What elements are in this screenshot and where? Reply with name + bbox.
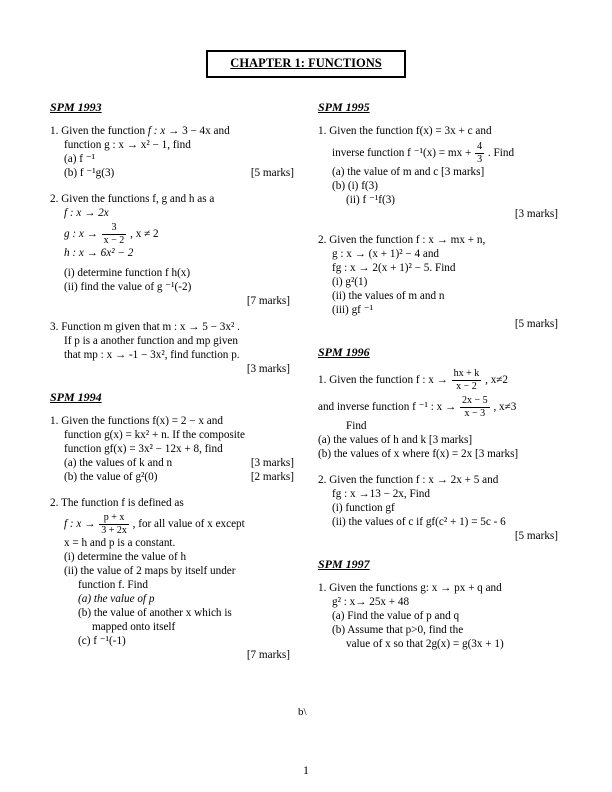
q1997-1: 1. Given the functions g: x → px + q and… — [318, 581, 562, 651]
text: 3. Function m given that m : x → 5 − 3x²… — [50, 320, 294, 334]
text: (i) determine the value of h — [50, 550, 294, 564]
text: (i) function gf — [318, 501, 562, 515]
fraction: 43 — [475, 142, 484, 165]
year-1994: SPM 1994 — [50, 390, 294, 405]
page-number: 1 — [0, 763, 612, 778]
marks: [7 marks] — [50, 648, 294, 662]
text: f : x → — [148, 125, 182, 137]
text: function g : x → x² − 1, find — [50, 138, 294, 152]
q1993-3: 3. Function m given that m : x → 5 − 3x²… — [50, 320, 294, 376]
text: If p is a another function and mp given — [50, 334, 294, 348]
text: 1. Given the function — [50, 125, 148, 137]
text: (a) the value of p — [78, 593, 154, 605]
text: Find — [318, 419, 562, 433]
q1996-1: 1. Given the function f : x → hx + kx − … — [318, 369, 562, 461]
text: , x ≠ 2 — [127, 228, 158, 240]
text: (b) f ⁻¹g(3) — [64, 166, 114, 180]
text: f : x → 2x — [64, 207, 109, 219]
fraction: 3x − 2 — [102, 223, 127, 246]
text: that mp : x → -1 − 3x², find function p. — [50, 348, 294, 362]
text: g : x → (x + 1)² − 4 and — [318, 247, 562, 261]
text: f : x → — [64, 518, 98, 530]
text: (b) (i) f(3) — [318, 179, 562, 193]
fraction: p + x3 + 2x — [99, 513, 129, 536]
text: (ii) the value of 2 maps by itself under — [50, 564, 294, 578]
text: g : x → — [64, 228, 101, 240]
text: g² : x→ 25x + 48 — [318, 595, 562, 609]
marks: [5 marks] — [318, 529, 562, 543]
q1994-1: 1. Given the functions f(x) = 2 − x and … — [50, 414, 294, 484]
q1993-1: 1. Given the function f : x → 3 − 4x and… — [50, 124, 294, 180]
text: fg : x →13 − 2x, Find — [318, 487, 562, 501]
text: (a) the values of k and n — [64, 456, 172, 470]
left-column: SPM 1993 1. Given the function f : x → 3… — [50, 100, 294, 674]
q1996-2: 2. Given the function f : x → 2x + 5 and… — [318, 473, 562, 543]
marks: [3 marks] — [251, 456, 294, 470]
text: . Find — [485, 147, 514, 159]
text: (a) f ⁻¹ — [50, 152, 294, 166]
text: (ii) find the value of g ⁻¹(-2) — [50, 280, 294, 294]
text: (a) Find the value of p and q — [318, 609, 562, 623]
year-1996: SPM 1996 — [318, 345, 562, 360]
year-1995: SPM 1995 — [318, 100, 562, 115]
text: 2. The function f is defined as — [50, 496, 294, 510]
marks: [7 marks] — [50, 294, 294, 308]
marks: [2 marks] — [251, 470, 294, 484]
marks: [5 marks] — [251, 166, 294, 180]
text: (b) Assume that p>0, find the — [318, 623, 562, 637]
text: and — [211, 125, 230, 137]
text: (b) the value of another x which is — [50, 606, 294, 620]
text: (b) the value of g²(0) — [64, 470, 157, 484]
text: function f. Find — [50, 578, 294, 592]
content-columns: SPM 1993 1. Given the function f : x → 3… — [50, 100, 562, 674]
text: 1. Given the function f(x) = 3x + c and — [318, 124, 562, 138]
text: (ii) f ⁻¹f(3) — [318, 193, 562, 207]
fraction: hx + kx − 2 — [452, 369, 482, 392]
marks: [5 marks] — [318, 317, 562, 331]
text: 2. Given the function f : x → 2x + 5 and — [318, 473, 562, 487]
year-1993: SPM 1993 — [50, 100, 294, 115]
text: , x≠3 — [491, 401, 517, 413]
text: function g(x) = kx² + n. If the composit… — [50, 428, 294, 442]
text: , x≠2 — [482, 374, 508, 386]
right-column: SPM 1995 1. Given the function f(x) = 3x… — [318, 100, 562, 674]
text: (i) g²(1) — [318, 275, 562, 289]
text: 2. Given the function f : x → mx + n, — [318, 233, 562, 247]
fraction: 2x − 5x − 3 — [460, 396, 490, 419]
text: (b) the values of x where f(x) = 2x [3 m… — [318, 447, 562, 461]
q1993-2: 2. Given the functions f, g and h as a f… — [50, 192, 294, 308]
q1995-2: 2. Given the function f : x → mx + n, g … — [318, 233, 562, 331]
text: 1. Given the functions f(x) = 2 − x and — [50, 414, 294, 428]
text: (iii) gf ⁻¹ — [318, 303, 562, 317]
text: inverse function f ⁻¹(x) = mx + — [332, 147, 474, 159]
text: (i) determine function f h(x) — [50, 266, 294, 280]
text: , for all value of x except — [130, 518, 245, 530]
text: mapped onto itself — [50, 620, 294, 634]
q1994-2: 2. The function f is defined as f : x → … — [50, 496, 294, 662]
text: 1. Given the function f : x → — [318, 374, 451, 386]
text: (a) the values of h and k [3 marks] — [318, 433, 562, 447]
text: 3 − 4x — [182, 125, 211, 137]
text: (c) f ⁻¹(-1) — [50, 634, 294, 648]
text: 2. Given the functions f, g and h as a — [50, 192, 294, 206]
text: (a) the value of m and c [3 marks] — [318, 165, 562, 179]
text: x = h and p is a constant. — [50, 536, 294, 550]
text: 1. Given the functions g: x → px + q and — [318, 581, 562, 595]
text: h : x → 6x² − 2 — [64, 247, 133, 259]
text: and inverse function f ⁻¹ : x → — [318, 401, 459, 413]
text: fg : x → 2(x + 1)² − 5. Find — [318, 261, 562, 275]
marks: [3 marks] — [50, 362, 294, 376]
stray-char: b\ — [298, 706, 307, 720]
text: (ii) the values of c if gf(c² + 1) = 5c … — [318, 515, 562, 529]
q1995-1: 1. Given the function f(x) = 3x + c and … — [318, 124, 562, 221]
text: (ii) the values of m and n — [318, 289, 562, 303]
chapter-title: CHAPTER 1: FUNCTIONS — [206, 50, 405, 78]
marks: [3 marks] — [318, 207, 562, 221]
text: function gf(x) = 3x² − 12x + 8, find — [50, 442, 294, 456]
year-1997: SPM 1997 — [318, 557, 562, 572]
chapter-title-box: CHAPTER 1: FUNCTIONS — [50, 50, 562, 78]
text: value of x so that 2g(x) = g(3x + 1) — [318, 637, 562, 651]
